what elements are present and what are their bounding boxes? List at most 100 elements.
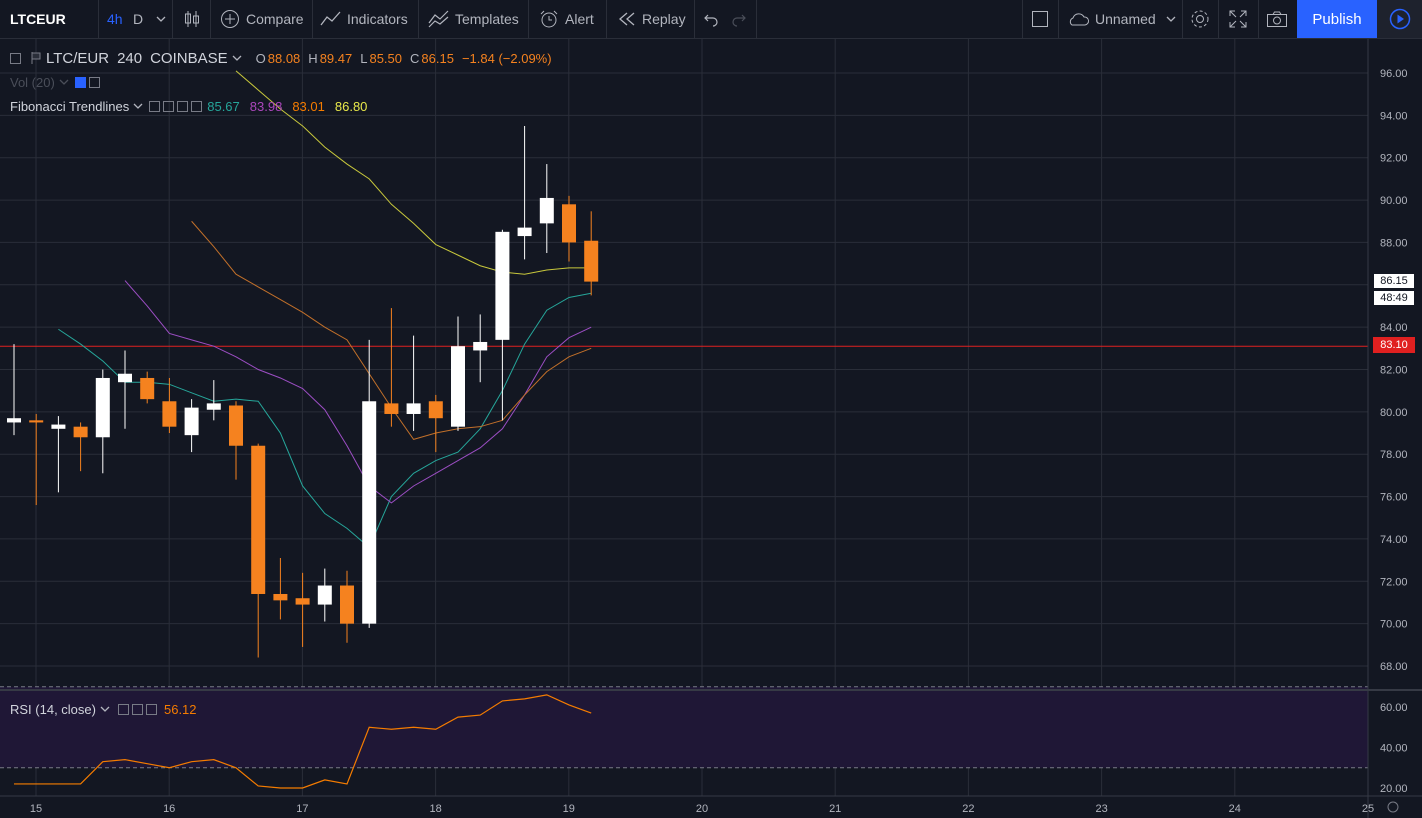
x-tick-label: 21 xyxy=(829,803,841,815)
axes: 68.00 70.00 72.00 74.00 76.00 78.00 80.00 82.00… xyxy=(0,39,1422,818)
candle-body xyxy=(495,231,510,340)
change-value: −1.84 (−2.09%) xyxy=(461,50,552,66)
redo-icon xyxy=(732,14,746,27)
x-tick-label: 15 xyxy=(30,803,42,815)
candle-body xyxy=(29,420,44,423)
redo-button[interactable] xyxy=(731,0,747,38)
x-tick-label: 17 xyxy=(296,803,308,815)
x-tick-label: 16 xyxy=(163,803,175,815)
y-tick-label: 84.00 xyxy=(1380,322,1408,334)
source-code-icon[interactable] xyxy=(177,100,189,112)
symbol-search[interactable]: LTCEUR xyxy=(10,11,66,27)
volume-label: Vol (20) xyxy=(10,74,55,90)
fibonacci-trendlines xyxy=(58,70,592,549)
alert-label: Alert xyxy=(565,11,594,27)
toolbar-separator xyxy=(528,0,529,38)
replay-label: Replay xyxy=(642,11,686,27)
alert-button[interactable]: Alert xyxy=(538,0,594,38)
camera-icon xyxy=(1267,11,1287,27)
replay-play-button[interactable] xyxy=(1377,0,1422,38)
y-tick-label: 90.00 xyxy=(1380,195,1408,207)
timeframe-dropdown[interactable] xyxy=(156,0,166,38)
toolbar-separator xyxy=(606,0,607,38)
chevron-down-icon xyxy=(156,16,166,22)
candle-body xyxy=(118,373,132,383)
price-chart[interactable]: 68.00 70.00 72.00 74.00 76.00 78.00 80.00 82.00… xyxy=(0,39,1422,818)
toolbar-separator xyxy=(210,0,211,38)
toolbar-separator xyxy=(312,0,313,38)
toolbar-separator xyxy=(1258,0,1259,38)
eye-icon[interactable] xyxy=(149,100,161,112)
chevron-down-icon xyxy=(1166,16,1176,22)
chevron-down-icon xyxy=(232,55,242,61)
timeframe-4h[interactable]: 4h xyxy=(107,11,123,27)
undo-button[interactable] xyxy=(703,0,719,38)
fullscreen-button[interactable] xyxy=(1229,0,1247,38)
chart-pane[interactable]: 68.00 70.00 72.00 74.00 76.00 78.00 80.00 82.00… xyxy=(0,39,1422,818)
compare-button[interactable]: Compare xyxy=(220,0,304,38)
fib-value-3: 83.01 xyxy=(292,98,325,114)
x-tick-label: 24 xyxy=(1229,803,1241,815)
candle-body xyxy=(428,401,443,419)
chart-type-button[interactable] xyxy=(184,0,200,38)
close-icon[interactable] xyxy=(88,76,100,88)
rsi-band xyxy=(0,686,1368,768)
chevron-down-icon xyxy=(133,103,143,109)
x-tick-label: 22 xyxy=(962,803,974,815)
collapse-icon[interactable] xyxy=(10,52,21,64)
publish-button[interactable]: Publish xyxy=(1297,0,1377,38)
y-tick-label: 80.00 xyxy=(1380,407,1408,419)
close-icon[interactable] xyxy=(191,100,203,112)
rewind-icon xyxy=(619,12,635,26)
low-label: L xyxy=(360,50,368,66)
last-price-tag: 86.15 xyxy=(1373,273,1415,289)
square-icon xyxy=(1032,11,1048,27)
chart-grid xyxy=(0,39,1369,796)
settings-button[interactable] xyxy=(1189,0,1211,38)
gear-icon[interactable] xyxy=(163,100,175,112)
y-tick-label: 76.00 xyxy=(1380,492,1408,504)
gear-icon xyxy=(1191,10,1209,28)
candle-body xyxy=(317,585,332,605)
toolbar-separator xyxy=(1058,0,1059,38)
candle-body xyxy=(406,403,421,414)
layout-name-button[interactable]: Unnamed xyxy=(1066,0,1176,38)
candle-body xyxy=(340,585,354,624)
candle-body xyxy=(184,407,199,436)
candle-body xyxy=(384,403,399,414)
replay-button[interactable]: Replay xyxy=(618,0,686,38)
top-toolbar: LTCEUR 4h D Compare Indicators Templates… xyxy=(0,0,1422,39)
toolbar-separator xyxy=(1218,0,1219,38)
toolbar-separator xyxy=(756,0,757,38)
templates-icon xyxy=(428,10,449,28)
templates-button[interactable]: Templates xyxy=(428,0,519,38)
toolbar-separator xyxy=(98,0,99,38)
fib-value-2: 83.98 xyxy=(249,98,283,114)
legend-interval: 240 xyxy=(117,49,143,67)
y-tick-label: 88.00 xyxy=(1380,237,1408,249)
close-value: 86.15 xyxy=(421,50,454,66)
close-icon[interactable] xyxy=(145,703,157,715)
x-tick-label: 23 xyxy=(1095,803,1107,815)
timeframe-d[interactable]: D xyxy=(133,11,144,27)
fib-value-1: 85.67 xyxy=(207,98,240,114)
gear-icon[interactable] xyxy=(131,703,143,715)
fib-trendline xyxy=(58,292,592,549)
toolbar-separator xyxy=(418,0,419,38)
eye-icon[interactable] xyxy=(117,703,129,715)
hidden-eye-icon[interactable] xyxy=(74,76,86,88)
layout-toggle-button[interactable] xyxy=(1031,0,1049,38)
candle-body xyxy=(584,240,599,282)
volume-legend: Vol (20) xyxy=(10,73,103,91)
high-value: 89.47 xyxy=(319,50,353,66)
rsi-line xyxy=(14,694,592,789)
open-value: 88.08 xyxy=(267,50,301,66)
y-tick-label: 70.00 xyxy=(1380,619,1408,631)
rsi-tick-label: 20.00 xyxy=(1380,783,1408,795)
indicators-button[interactable]: Indicators xyxy=(320,0,408,38)
snapshot-button[interactable] xyxy=(1266,0,1288,38)
layout-name: Unnamed xyxy=(1095,11,1156,27)
candles xyxy=(7,125,599,658)
legend-exchange: COINBASE xyxy=(150,49,228,67)
candle-body xyxy=(562,204,576,243)
